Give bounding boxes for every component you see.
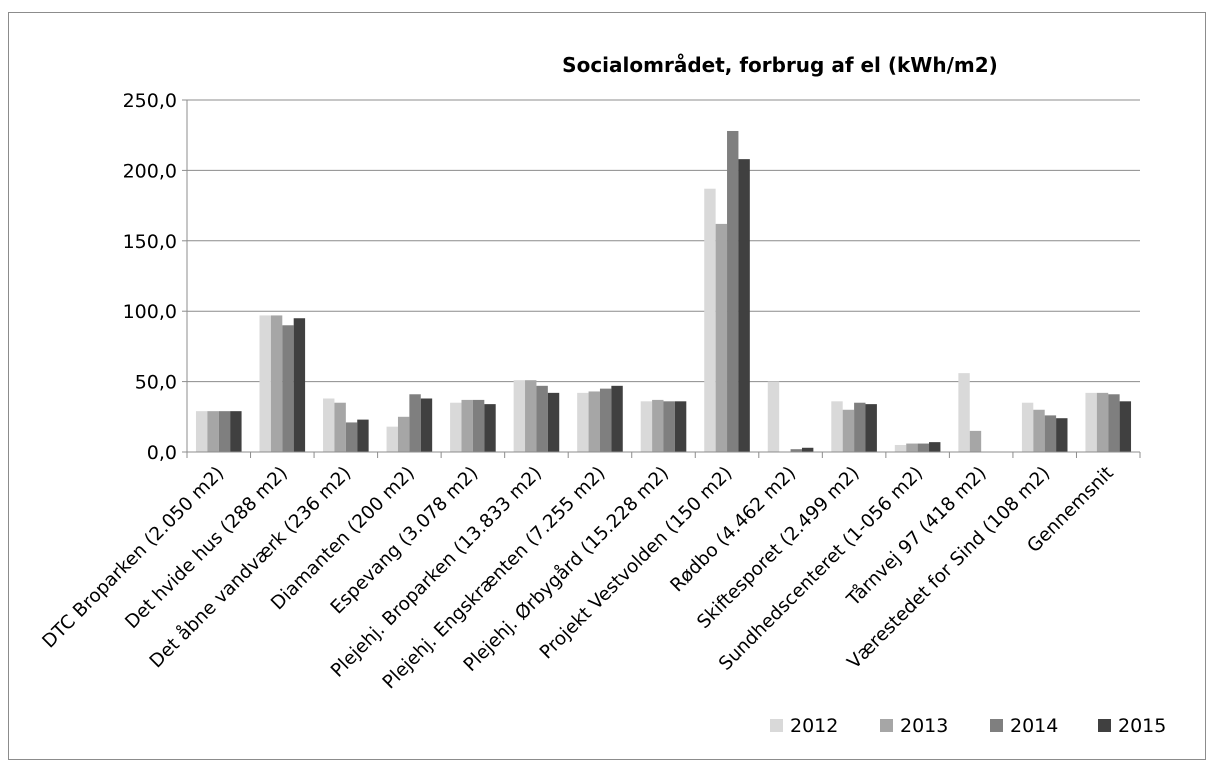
bar-2015 <box>1056 418 1068 452</box>
y-tick-label: 100,0 <box>123 301 177 323</box>
bar-2012 <box>831 401 843 452</box>
bar-2014 <box>218 411 231 452</box>
bar-2013 <box>334 402 346 452</box>
bar-2012 <box>894 444 907 452</box>
bar-2013 <box>588 391 600 452</box>
bar-2014 <box>917 443 930 452</box>
bar-2014 <box>790 449 802 452</box>
y-tick-label: 0,0 <box>147 442 177 464</box>
bar-2014 <box>1108 394 1120 452</box>
bar-2012 <box>1085 392 1097 452</box>
bar-2012 <box>386 426 398 452</box>
bar-2013 <box>715 223 728 452</box>
y-tick-label: 50,0 <box>135 372 177 394</box>
bar-2015 <box>865 404 877 452</box>
bar-2012 <box>259 315 271 452</box>
y-tick-label: 150,0 <box>123 231 177 253</box>
bar-2015 <box>230 411 242 452</box>
bar-2012 <box>195 411 208 452</box>
bar-2015 <box>484 404 496 452</box>
bar-2014 <box>599 388 612 452</box>
bar-2015 <box>801 447 814 452</box>
bar-2015 <box>1119 401 1132 452</box>
bar-2015 <box>738 159 750 453</box>
legend-label-2014: 2014 <box>1010 715 1058 737</box>
bar-2015 <box>674 401 687 452</box>
legend-label-2013: 2013 <box>900 715 948 737</box>
legend-label-2015: 2015 <box>1118 715 1166 737</box>
x-tick-label: Rødbo (4.462 m2) <box>667 463 801 597</box>
bar-2013 <box>906 443 918 452</box>
bar-2015 <box>547 392 560 452</box>
bar-2015 <box>420 398 433 452</box>
bar-2013 <box>461 399 473 452</box>
bar-2015 <box>611 385 623 452</box>
bar-2014 <box>536 385 548 452</box>
bar-2015 <box>929 442 941 452</box>
bar-2014 <box>282 325 294 452</box>
bar-2013 <box>397 416 410 452</box>
bar-2012 <box>767 381 780 452</box>
bar-2015 <box>357 419 369 452</box>
bar-2013 <box>842 409 855 452</box>
bar-2014 <box>727 130 739 452</box>
bar-2015 <box>293 318 306 452</box>
legend-swatch-2014 <box>990 719 1003 732</box>
chart-title: Socialområdet, forbrug af el (kWh/m2) <box>562 53 998 77</box>
bars <box>195 130 1132 453</box>
bar-2014 <box>663 401 675 452</box>
bar-2014 <box>854 402 866 452</box>
gridlines <box>187 99 1140 383</box>
bar-2012 <box>513 380 526 452</box>
bar-2014 <box>472 399 485 452</box>
bar-2013 <box>270 315 283 452</box>
y-tick-label: 200,0 <box>123 160 177 182</box>
bar-2012 <box>640 401 653 452</box>
bar-2013 <box>1033 409 1045 452</box>
legend: 2012 2013 2014 2015 <box>770 715 1166 737</box>
bar-2013 <box>1096 392 1109 452</box>
bar-2012 <box>323 398 335 452</box>
bar-2012 <box>704 188 716 453</box>
bar-2014 <box>1044 415 1057 452</box>
bar-2014 <box>409 394 421 452</box>
legend-label-2012: 2012 <box>790 715 838 737</box>
bar-2012 <box>958 373 970 452</box>
legend-swatch-2013 <box>880 719 893 732</box>
bar-2012 <box>450 402 462 452</box>
x-tick-label: Plejehj. Engskrænten (7.255 m2) <box>379 463 610 694</box>
bar-2013 <box>969 430 982 452</box>
chart-area <box>8 12 1206 760</box>
bar-2013 <box>207 411 219 452</box>
bar-2012 <box>577 392 589 452</box>
bar-2012 <box>1021 402 1034 452</box>
y-tick-label: 250,0 <box>123 90 177 112</box>
legend-swatch-2012 <box>770 719 783 732</box>
legend-swatch-2015 <box>1098 719 1111 732</box>
bar-2013 <box>525 380 537 452</box>
bar-2013 <box>652 399 664 452</box>
bar-2014 <box>345 422 358 452</box>
